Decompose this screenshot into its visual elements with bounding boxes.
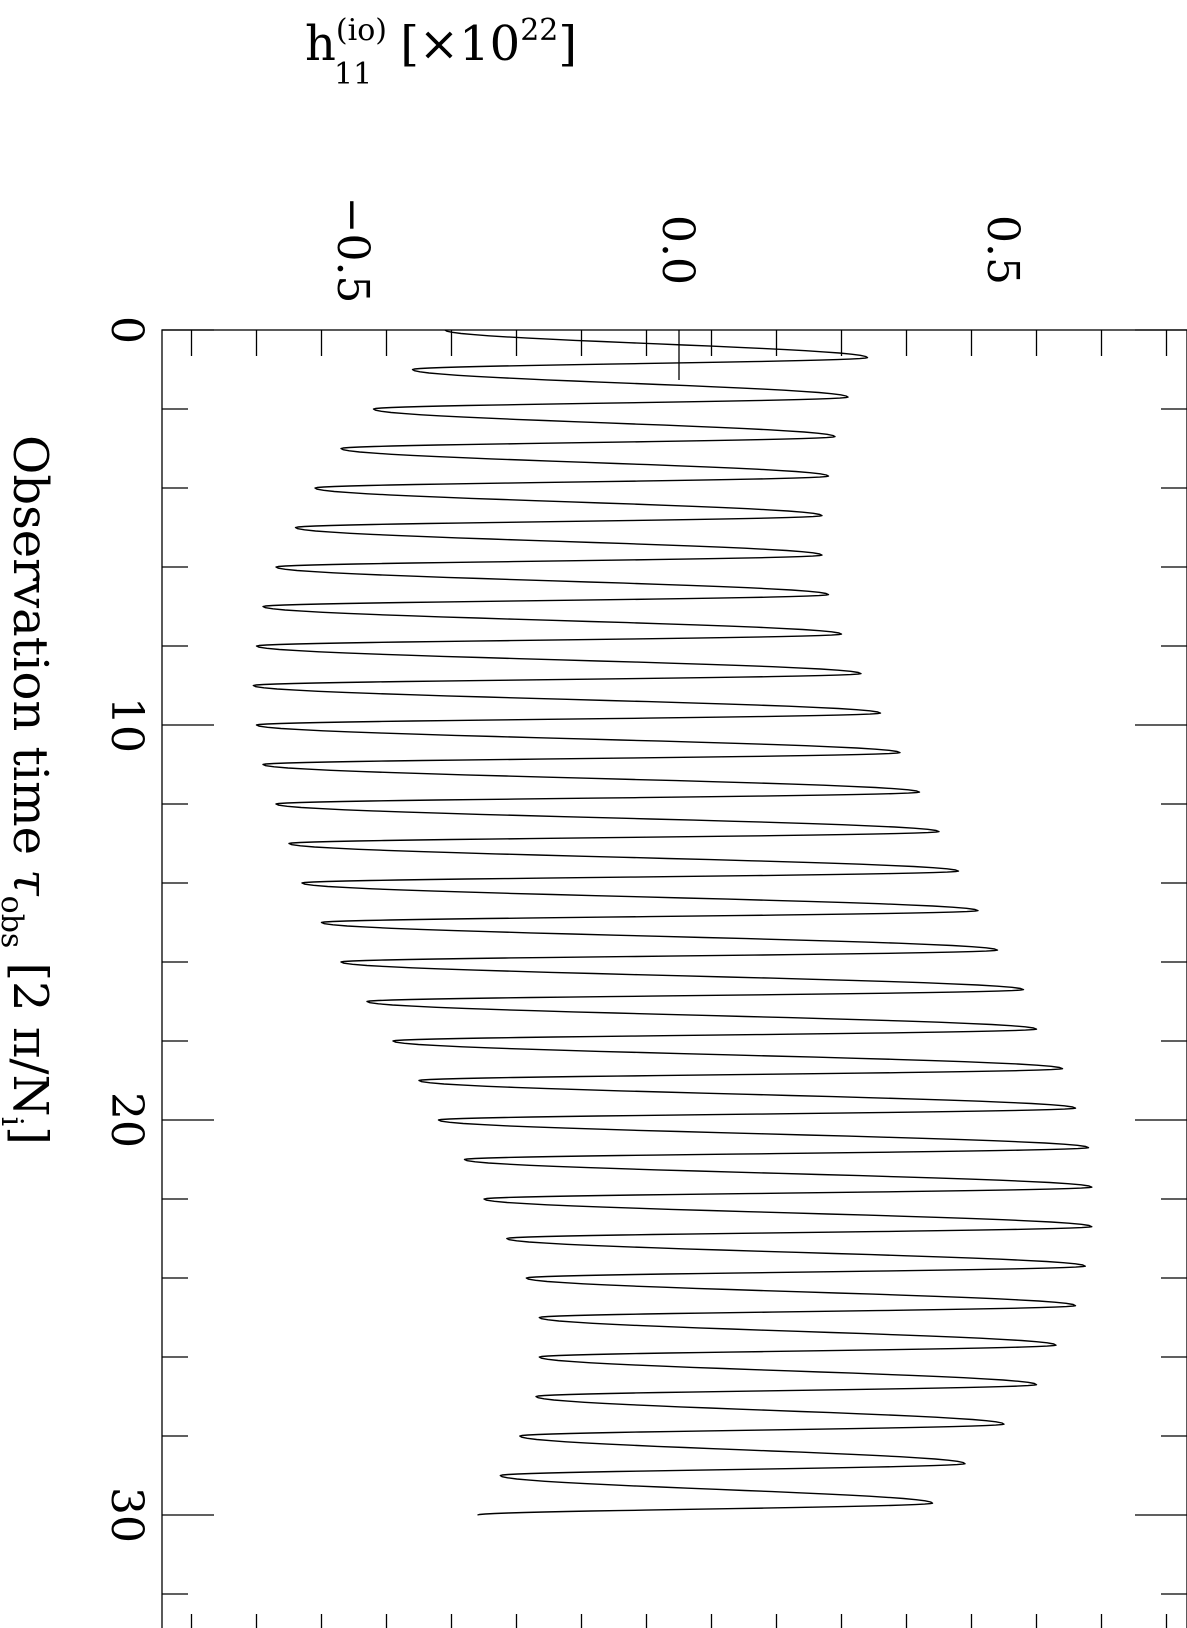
x-tick-label: 10 (101, 697, 152, 753)
x-tick-label: 20 (101, 1092, 152, 1148)
x-axis-title: Observation timeτobs[2 π/Ni] (0, 435, 58, 1145)
tick-labels: 0 10 20 30 −0.5 0.0 0.5 (101, 197, 1028, 1543)
y-axis-title: h(io) 11[×1022] (305, 13, 577, 92)
plot-frame (161, 329, 1187, 1628)
tick-marks (162, 329, 1187, 1628)
series-line (252, 329, 1093, 1516)
x-tick-label: 0 (101, 316, 152, 344)
y-tick-label: 0.0 (652, 215, 703, 285)
x-tick-label: 30 (101, 1487, 152, 1543)
y-tick-label: −0.5 (327, 197, 378, 304)
y-tick-label: 0.5 (977, 215, 1028, 285)
